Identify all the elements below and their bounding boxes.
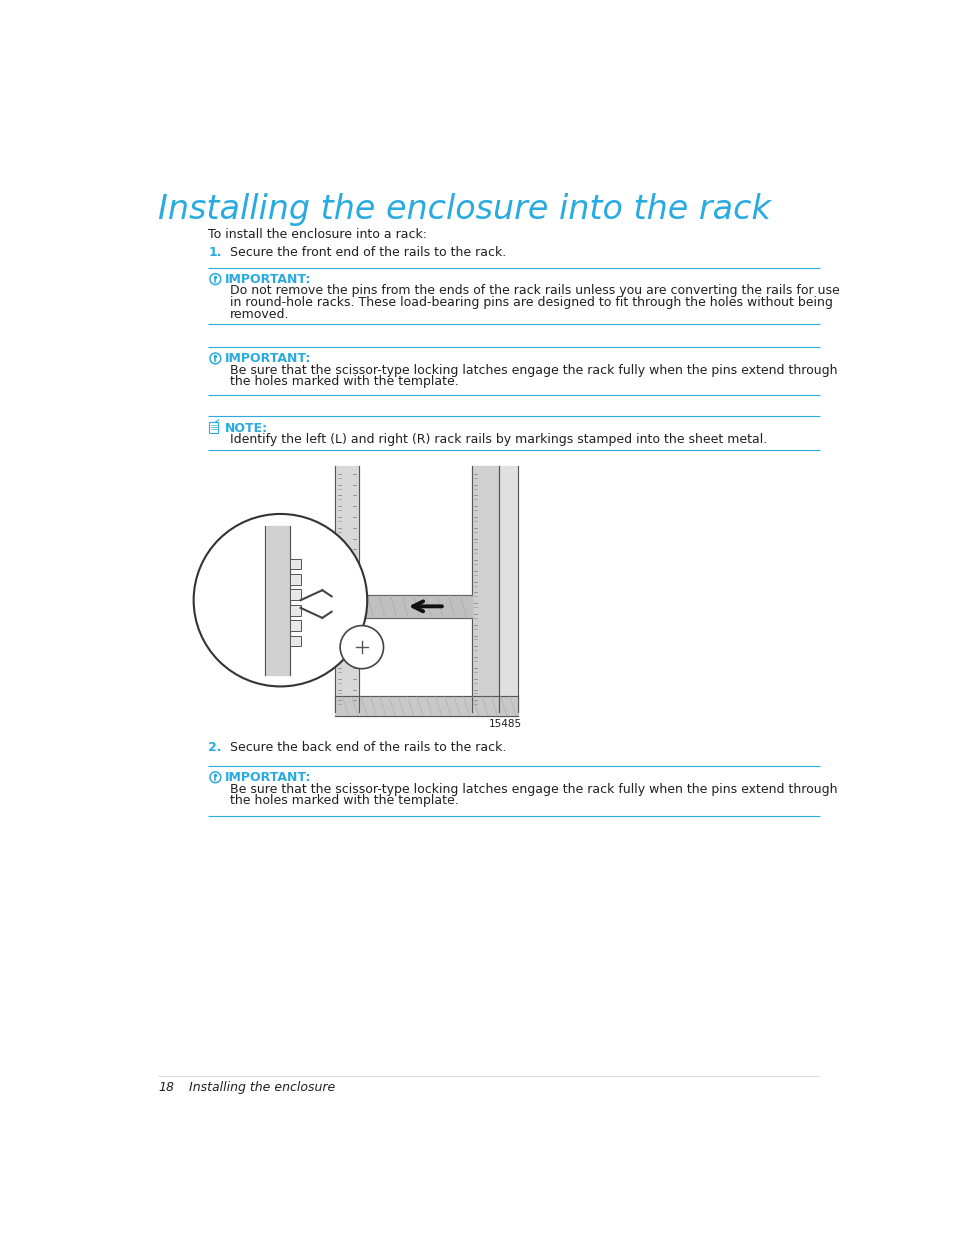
Bar	[290, 620, 300, 631]
Text: removed.: removed.	[230, 308, 290, 321]
Bar	[290, 636, 300, 646]
Bar	[290, 558, 300, 569]
Text: IMPORTANT:: IMPORTANT:	[224, 771, 311, 784]
Circle shape	[193, 514, 367, 687]
Text: Installing the enclosure into the rack: Installing the enclosure into the rack	[158, 193, 770, 226]
Text: 2.: 2.	[208, 741, 222, 755]
Text: Identify the left (L) and right (R) rack rails by markings stamped into the shee: Identify the left (L) and right (R) rack…	[230, 433, 766, 446]
Bar	[290, 605, 300, 615]
Text: 1.: 1.	[208, 246, 222, 259]
Text: Secure the back end of the rails to the rack.: Secure the back end of the rails to the …	[230, 741, 506, 755]
Text: in round-hole racks. These load-bearing pins are designed to fit through the hol: in round-hole racks. These load-bearing …	[230, 296, 832, 309]
Text: Installing the enclosure: Installing the enclosure	[189, 1081, 335, 1094]
Text: IMPORTANT:: IMPORTANT:	[224, 352, 311, 366]
Text: Be sure that the scissor-type locking latches engage the rack fully when the pin: Be sure that the scissor-type locking la…	[230, 783, 837, 795]
Text: 15485: 15485	[489, 719, 521, 729]
Text: Be sure that the scissor-type locking latches engage the rack fully when the pin: Be sure that the scissor-type locking la…	[230, 364, 837, 377]
Text: the holes marked with the template.: the holes marked with the template.	[230, 794, 458, 808]
Text: NOTE:: NOTE:	[224, 421, 268, 435]
Text: 18: 18	[158, 1081, 173, 1094]
Text: the holes marked with the template.: the holes marked with the template.	[230, 375, 458, 388]
Text: Do not remove the pins from the ends of the rack rails unless you are converting: Do not remove the pins from the ends of …	[230, 284, 839, 298]
Bar	[209, 422, 218, 433]
Circle shape	[340, 626, 383, 668]
Text: To install the enclosure into a rack:: To install the enclosure into a rack:	[208, 227, 427, 241]
Text: IMPORTANT:: IMPORTANT:	[224, 273, 311, 287]
Bar	[290, 589, 300, 600]
Text: Secure the front end of the rails to the rack.: Secure the front end of the rails to the…	[230, 246, 506, 259]
Bar	[290, 574, 300, 585]
